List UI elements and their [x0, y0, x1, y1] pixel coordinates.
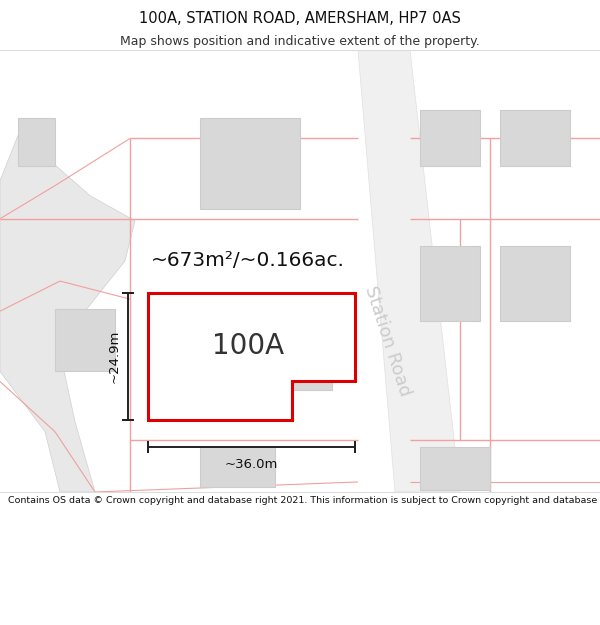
Polygon shape: [500, 246, 570, 321]
Text: Station Road: Station Road: [362, 284, 415, 399]
Text: ~36.0m: ~36.0m: [225, 458, 278, 471]
Polygon shape: [200, 118, 300, 209]
Polygon shape: [18, 118, 55, 166]
Polygon shape: [420, 447, 490, 490]
Polygon shape: [55, 309, 115, 371]
Polygon shape: [420, 246, 480, 321]
Text: 100A: 100A: [212, 332, 284, 361]
Text: Map shows position and indicative extent of the property.: Map shows position and indicative extent…: [120, 35, 480, 48]
Polygon shape: [358, 50, 460, 492]
Polygon shape: [248, 319, 332, 389]
Polygon shape: [148, 293, 355, 419]
Text: 100A, STATION ROAD, AMERSHAM, HP7 0AS: 100A, STATION ROAD, AMERSHAM, HP7 0AS: [139, 11, 461, 26]
Polygon shape: [0, 131, 135, 492]
Text: Contains OS data © Crown copyright and database right 2021. This information is : Contains OS data © Crown copyright and d…: [8, 496, 600, 505]
Polygon shape: [200, 447, 275, 487]
Text: ~24.9m: ~24.9m: [107, 330, 121, 383]
Polygon shape: [420, 110, 480, 166]
Polygon shape: [500, 110, 570, 166]
Text: ~673m²/~0.166ac.: ~673m²/~0.166ac.: [151, 251, 345, 271]
